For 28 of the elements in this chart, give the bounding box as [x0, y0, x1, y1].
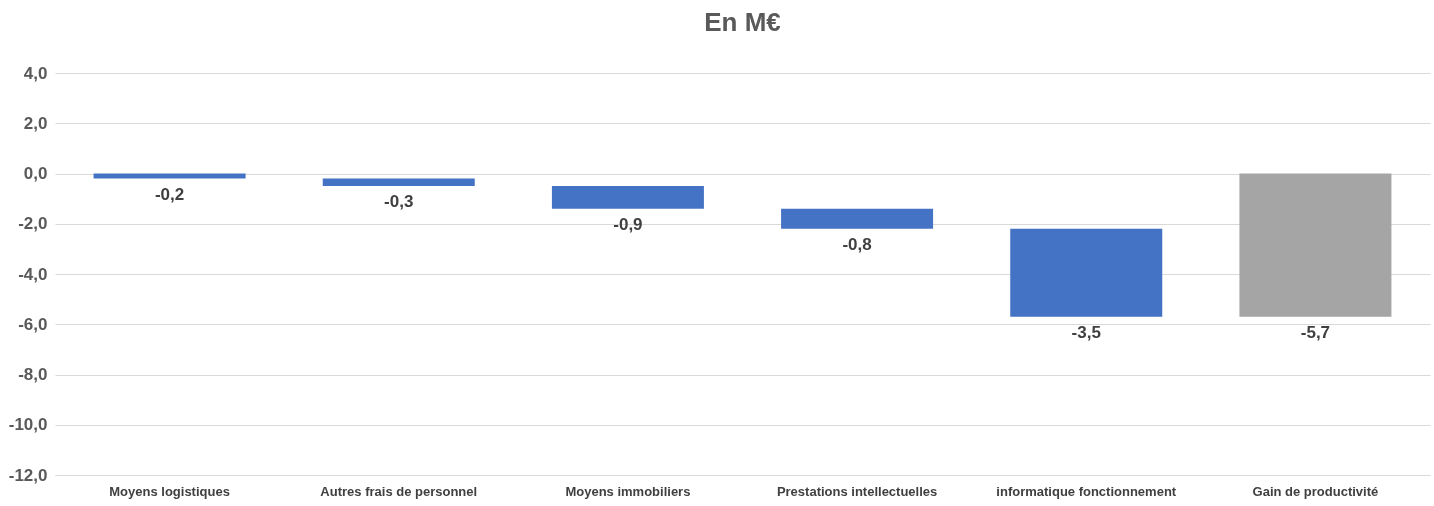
y-tick-label: -4,0 — [18, 264, 48, 284]
data-label: -0,8 — [842, 234, 872, 254]
x-tick-label: Autres frais de personnel — [320, 483, 478, 499]
x-tick-label: Prestations intellectuelles — [776, 483, 938, 499]
y-tick-label: -2,0 — [18, 214, 48, 234]
y-tick-label: 2,0 — [23, 113, 48, 133]
data-label: -0,3 — [384, 192, 414, 212]
data-label: -0,9 — [613, 214, 643, 234]
y-tick-label: -8,0 — [18, 365, 48, 384]
bar — [1239, 173, 1392, 317]
x-tick-label: Moyens immobiliers — [565, 483, 691, 499]
bar — [1010, 228, 1163, 317]
y-tick-label: 4,0 — [23, 63, 48, 83]
data-label: -5,7 — [1300, 322, 1331, 342]
y-tick-label: -12,0 — [8, 465, 48, 485]
y-tick-label: -6,0 — [18, 314, 48, 334]
data-label: -0,2 — [154, 184, 185, 204]
y-tick-label: 0,0 — [23, 164, 48, 183]
data-label: -3,5 — [1071, 322, 1101, 342]
x-tick-label: informatique fonctionnement — [996, 483, 1177, 499]
bar — [322, 178, 475, 187]
bar — [93, 173, 246, 179]
bar — [551, 186, 704, 209]
y-tick-label: -10,0 — [8, 415, 48, 435]
bar — [781, 208, 934, 229]
chart-title: En M€ — [704, 7, 781, 37]
x-tick-label: Gain de productivité — [1252, 483, 1379, 499]
x-tick-label: Moyens logistiques — [109, 483, 230, 499]
